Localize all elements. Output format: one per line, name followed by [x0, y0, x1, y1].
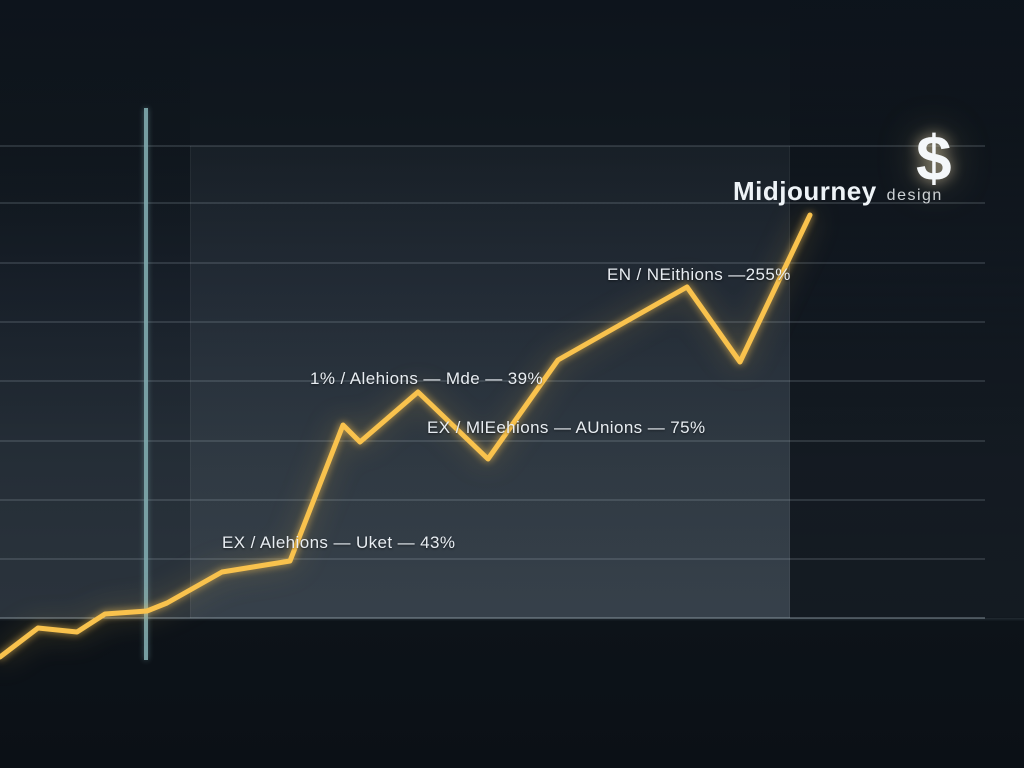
dollar-icon: $: [916, 122, 952, 194]
brand-title: Midjourney design: [733, 176, 943, 207]
brand-suffix: design: [886, 187, 943, 204]
trend-line: [0, 212, 813, 660]
chart-highlight-panel: [190, 146, 790, 618]
brand-name: Midjourney: [733, 176, 877, 206]
